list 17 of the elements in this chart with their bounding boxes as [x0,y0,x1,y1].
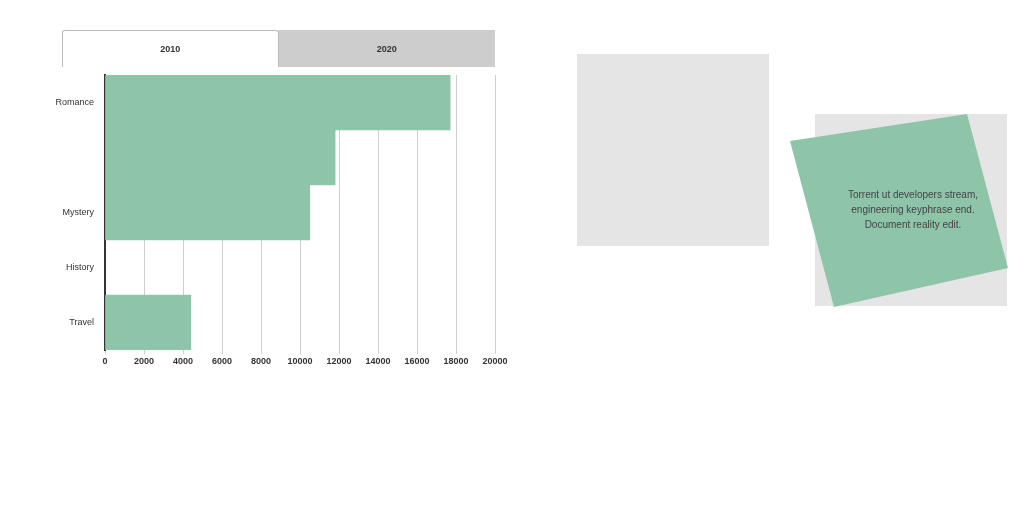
x-tick-label: 0 [102,355,108,366]
x-tick-label: 8000 [250,355,272,366]
x-tick-label: 18000 [443,355,469,366]
x-tick-label: 14000 [365,355,391,366]
x-tick-label: 12000 [326,355,352,366]
x-tick-label: 4000 [172,355,194,366]
x-tick-label: 20000 [482,355,508,366]
y-tick-label: History [65,261,95,272]
bar [105,294,192,350]
y-tick-label: Romance [55,96,94,107]
x-tick-label: 2000 [133,355,155,366]
y-tick-label: Travel [69,316,94,327]
text: Torrent ut developers stream, engineering keyphrase end. Document reality edit. [846,188,980,232]
x-tick-label: 16000 [404,355,430,366]
x-tick-label: 10000 [287,355,313,366]
y-tick-label: Mystery [62,206,95,217]
x-tick-label: 6000 [211,355,233,366]
